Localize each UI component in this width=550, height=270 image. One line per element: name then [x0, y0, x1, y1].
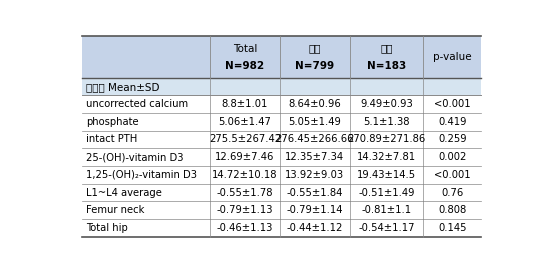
Text: p-value: p-value: [433, 52, 472, 62]
Text: <0.001: <0.001: [434, 99, 471, 109]
Text: N=799: N=799: [295, 60, 334, 70]
Text: uncorrected calcium: uncorrected calcium: [86, 99, 188, 109]
Bar: [82, 184, 481, 201]
Text: L1~L4 average: L1~L4 average: [86, 188, 162, 198]
Text: 0.259: 0.259: [438, 134, 467, 144]
Text: -0.79±1.13: -0.79±1.13: [217, 205, 273, 215]
Text: 8.8±1.01: 8.8±1.01: [222, 99, 268, 109]
Text: Total hip: Total hip: [86, 223, 128, 233]
Text: 5.05±1.49: 5.05±1.49: [288, 117, 341, 127]
Text: -0.55±1.78: -0.55±1.78: [217, 188, 273, 198]
Text: 0.76: 0.76: [441, 188, 464, 198]
Text: 0.145: 0.145: [438, 223, 466, 233]
Text: 9.49±0.93: 9.49±0.93: [360, 99, 413, 109]
Text: 275.5±267.42: 275.5±267.42: [209, 134, 281, 144]
Text: 12.69±7.46: 12.69±7.46: [216, 152, 275, 162]
Bar: [82, 219, 481, 237]
Text: 13.92±9.03: 13.92±9.03: [285, 170, 344, 180]
Text: 14.72±10.18: 14.72±10.18: [212, 170, 278, 180]
Text: 12.35±7.34: 12.35±7.34: [285, 152, 344, 162]
Text: N=982: N=982: [226, 60, 265, 70]
Text: phosphate: phosphate: [86, 117, 139, 127]
Text: 270.89±271.86: 270.89±271.86: [348, 134, 426, 144]
Text: 19.43±14.5: 19.43±14.5: [357, 170, 416, 180]
Text: 0.002: 0.002: [438, 152, 466, 162]
Text: 0.808: 0.808: [438, 205, 466, 215]
Bar: [82, 131, 481, 148]
Text: 25-(OH)-vitamin D3: 25-(OH)-vitamin D3: [86, 152, 184, 162]
Bar: [82, 78, 481, 95]
Bar: [82, 166, 481, 184]
Text: -0.46±1.13: -0.46±1.13: [217, 223, 273, 233]
Text: 5.1±1.38: 5.1±1.38: [363, 117, 410, 127]
Text: 1,25-(OH)₂-vitamin D3: 1,25-(OH)₂-vitamin D3: [86, 170, 197, 180]
Text: 뇈사: 뇈사: [380, 43, 393, 53]
Text: Femur neck: Femur neck: [86, 205, 145, 215]
Text: intact PTH: intact PTH: [86, 134, 138, 144]
Text: 수여자 Mean±SD: 수여자 Mean±SD: [86, 82, 160, 92]
Text: 14.32±7.81: 14.32±7.81: [357, 152, 416, 162]
Text: 8.64±0.96: 8.64±0.96: [288, 99, 341, 109]
Bar: [82, 113, 481, 131]
Text: -0.51±1.49: -0.51±1.49: [358, 188, 415, 198]
Text: -0.44±1.12: -0.44±1.12: [287, 223, 343, 233]
Text: -0.81±1.1: -0.81±1.1: [361, 205, 411, 215]
Bar: [82, 95, 481, 113]
Text: 생체: 생체: [309, 43, 321, 53]
Text: 0.419: 0.419: [438, 117, 466, 127]
Text: N=183: N=183: [367, 60, 406, 70]
Text: <0.001: <0.001: [434, 170, 471, 180]
Text: -0.79±1.14: -0.79±1.14: [287, 205, 343, 215]
Bar: [82, 201, 481, 219]
Text: 5.06±1.47: 5.06±1.47: [219, 117, 272, 127]
Text: 276.45±266.66: 276.45±266.66: [276, 134, 354, 144]
Text: Total: Total: [233, 43, 257, 53]
Text: -0.54±1.17: -0.54±1.17: [358, 223, 415, 233]
Text: -0.55±1.84: -0.55±1.84: [287, 188, 343, 198]
Bar: [82, 148, 481, 166]
